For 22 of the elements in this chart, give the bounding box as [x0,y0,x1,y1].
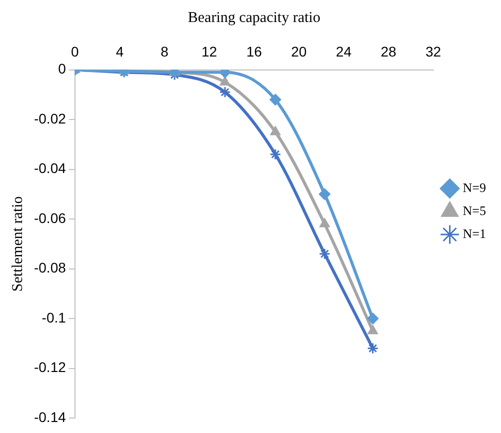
y-tick-label: -0.14 [34,408,66,425]
legend-label: N=5 [462,202,486,218]
x-tick-label: 16 [246,43,262,60]
y-tick-label: -0.08 [34,260,66,276]
y-tick-label: -0.12 [34,359,66,376]
y-tick-label: -0.1 [42,309,66,326]
y-tick-label: 0 [58,60,66,77]
x-tick-label: 8 [160,43,169,60]
x-tick-label: 24 [336,43,352,60]
legend-label: N=9 [462,180,486,195]
y-axis-title: Settlement ratio [10,196,26,292]
x-tick-label: 32 [425,43,442,60]
x-tick-label: 0 [71,43,80,60]
x-axis-title: Bearing capacity ratio [188,10,320,26]
y-tick-label: -0.04 [34,160,66,176]
x-tick-label: 12 [202,43,218,60]
x-tick-label: 20 [291,43,307,60]
y-tick-label: -0.02 [34,110,66,126]
y-tick-label: -0.06 [34,210,66,226]
x-tick-label: 4 [116,43,124,60]
legend-label: N=1 [462,226,486,241]
x-tick-label: 28 [380,43,396,60]
